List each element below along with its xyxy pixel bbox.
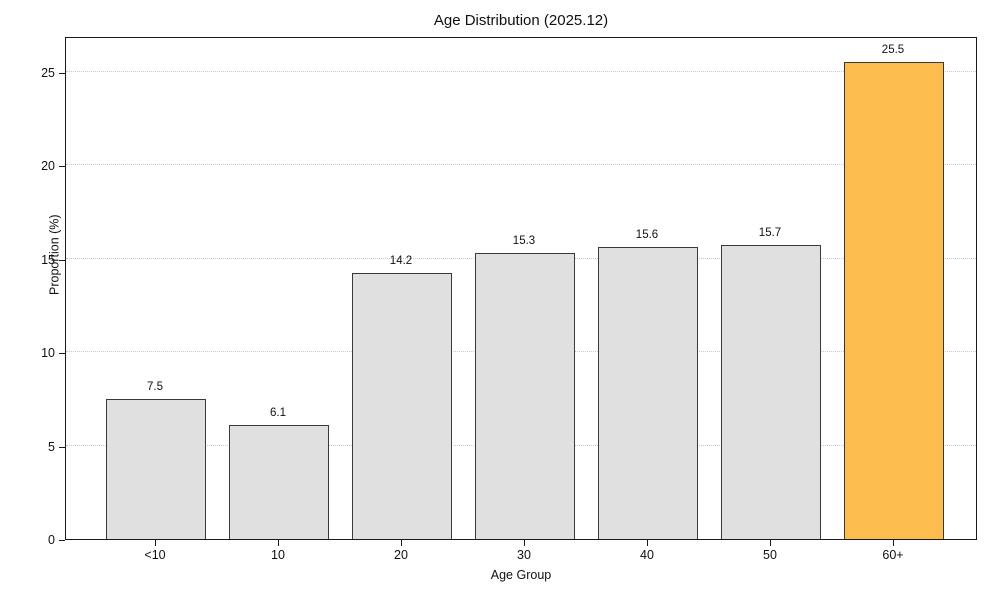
x-tick-label-50: 50	[763, 548, 777, 562]
bar-value-label-10: 6.1	[270, 406, 286, 419]
y-tick-label-5: 5	[48, 439, 55, 454]
x-tick-label-40: 40	[640, 548, 654, 562]
y-tick-label-15: 15	[41, 252, 55, 267]
plot-area	[65, 37, 977, 540]
bar-value-label-40: 15.6	[635, 229, 659, 242]
bar-30	[475, 252, 575, 539]
bar-value-label-60+: 25.5	[881, 44, 905, 57]
y-tick-label-10: 10	[41, 346, 55, 360]
x-tick-label-10: 10	[271, 548, 285, 562]
bar-<10	[106, 398, 206, 539]
y-tick-mark-5	[59, 446, 65, 448]
x-tick-label-30: 30	[517, 548, 531, 562]
y-tick-mark-10	[59, 353, 65, 354]
bar-40	[598, 247, 698, 539]
x-tick-mark-<10	[155, 540, 156, 546]
x-tick-mark-40	[647, 540, 648, 546]
y-tick-label-25: 25	[41, 65, 55, 80]
bar-value-label-<10: 7.5	[147, 380, 163, 393]
x-tick-mark-60+	[893, 540, 894, 546]
x-tick-label-<10: <10	[144, 548, 166, 562]
y-tick-mark-25	[59, 72, 65, 74]
bar-value-label-50: 15.7	[758, 227, 782, 240]
chart-title: Age Distribution (2025.12)	[433, 12, 609, 29]
bar-50	[721, 245, 821, 539]
gridline-y-20	[66, 164, 976, 166]
bar-10	[229, 424, 329, 539]
y-tick-mark-0	[59, 540, 65, 541]
y-tick-label-20: 20	[41, 159, 55, 174]
bar-20	[352, 273, 452, 539]
x-tick-label-20: 20	[394, 548, 408, 562]
x-tick-mark-50	[770, 540, 771, 546]
gridline-y-25	[66, 70, 976, 72]
x-tick-label-60+: 60+	[882, 548, 904, 562]
x-tick-mark-10	[278, 540, 279, 546]
y-tick-label-0: 0	[48, 533, 55, 547]
bar-value-label-30: 15.3	[512, 234, 536, 247]
bar-60+	[844, 62, 944, 539]
y-tick-mark-20	[59, 166, 65, 168]
x-tick-mark-30	[524, 540, 525, 546]
x-tick-mark-20	[401, 540, 402, 546]
y-tick-mark-15	[59, 259, 65, 261]
x-axis-label: Age Group	[490, 568, 552, 582]
bar-value-label-20: 14.2	[389, 255, 413, 268]
